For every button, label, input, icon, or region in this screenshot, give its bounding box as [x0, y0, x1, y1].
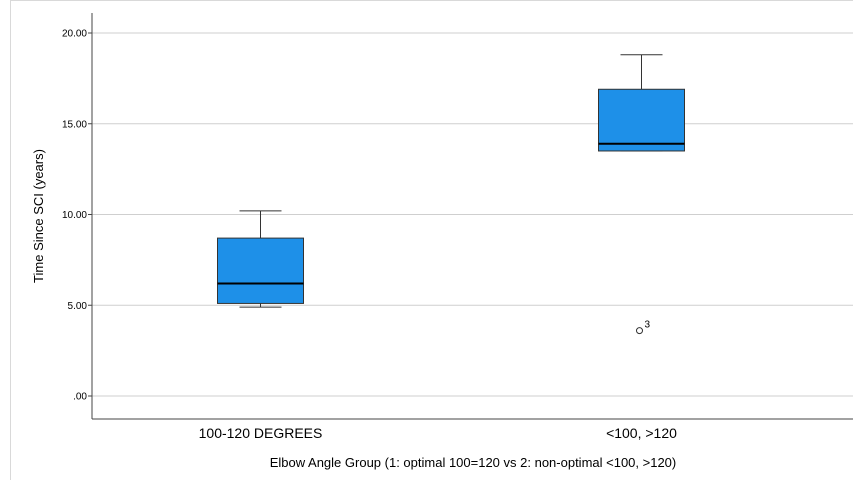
x-category-labels: 100-120 DEGREES <100, >120 — [199, 425, 677, 441]
gridlines — [88, 32, 853, 397]
y-tick-label: 15.00 — [62, 119, 87, 130]
y-tick-label: 20.00 — [62, 29, 87, 40]
box — [598, 88, 685, 152]
axes — [91, 13, 853, 420]
y-tick-label: 10.00 — [62, 210, 87, 221]
box-series: 3 — [217, 54, 685, 335]
y-tick-label: .00 — [73, 392, 87, 403]
outlier-point — [636, 327, 643, 335]
boxplot-chart: .00 5.00 10.00 15.00 20.00 3 100-120 DEGREES… — [31, 13, 853, 470]
outlier-label: 3 — [645, 320, 651, 331]
y-tick-label: 5.00 — [68, 301, 88, 312]
chart-frame: .00 5.00 10.00 15.00 20.00 3 100-120 DEGREES… — [10, 0, 853, 480]
box — [217, 237, 304, 304]
x-category-label: <100, >120 — [606, 425, 677, 441]
x-axis-title: Elbow Angle Group (1: optimal 100=120 vs… — [270, 455, 677, 470]
x-category-label: 100-120 DEGREES — [199, 425, 323, 441]
y-axis-title: Time Since SCI (years) — [31, 149, 46, 283]
y-tick-labels: .00 5.00 10.00 15.00 20.00 — [62, 29, 87, 403]
